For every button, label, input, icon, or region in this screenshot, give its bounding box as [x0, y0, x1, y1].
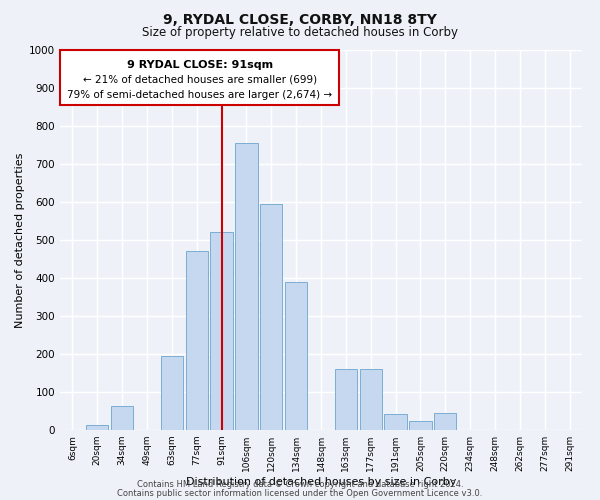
Bar [285, 282, 307, 430]
Bar [235, 143, 257, 430]
Bar [185, 252, 208, 430]
Bar [211, 232, 233, 430]
Bar [409, 420, 431, 430]
Bar [385, 414, 407, 430]
Text: 9 RYDAL CLOSE: 91sqm: 9 RYDAL CLOSE: 91sqm [127, 60, 272, 70]
Text: 79% of semi-detached houses are larger (2,674) →: 79% of semi-detached houses are larger (… [67, 90, 332, 100]
Text: Contains public sector information licensed under the Open Government Licence v3: Contains public sector information licen… [118, 488, 482, 498]
Bar [434, 413, 457, 430]
Bar [335, 369, 357, 430]
Bar [86, 426, 109, 430]
Text: ← 21% of detached houses are smaller (699): ← 21% of detached houses are smaller (69… [83, 74, 317, 85]
Y-axis label: Number of detached properties: Number of detached properties [15, 152, 25, 328]
FancyBboxPatch shape [60, 50, 339, 105]
X-axis label: Distribution of detached houses by size in Corby: Distribution of detached houses by size … [186, 477, 456, 487]
Text: Size of property relative to detached houses in Corby: Size of property relative to detached ho… [142, 26, 458, 39]
Text: Contains HM Land Registry data © Crown copyright and database right 2024.: Contains HM Land Registry data © Crown c… [137, 480, 463, 489]
Bar [111, 406, 133, 430]
Text: 9, RYDAL CLOSE, CORBY, NN18 8TY: 9, RYDAL CLOSE, CORBY, NN18 8TY [163, 12, 437, 26]
Bar [359, 369, 382, 430]
Bar [161, 356, 183, 430]
Bar [260, 204, 283, 430]
